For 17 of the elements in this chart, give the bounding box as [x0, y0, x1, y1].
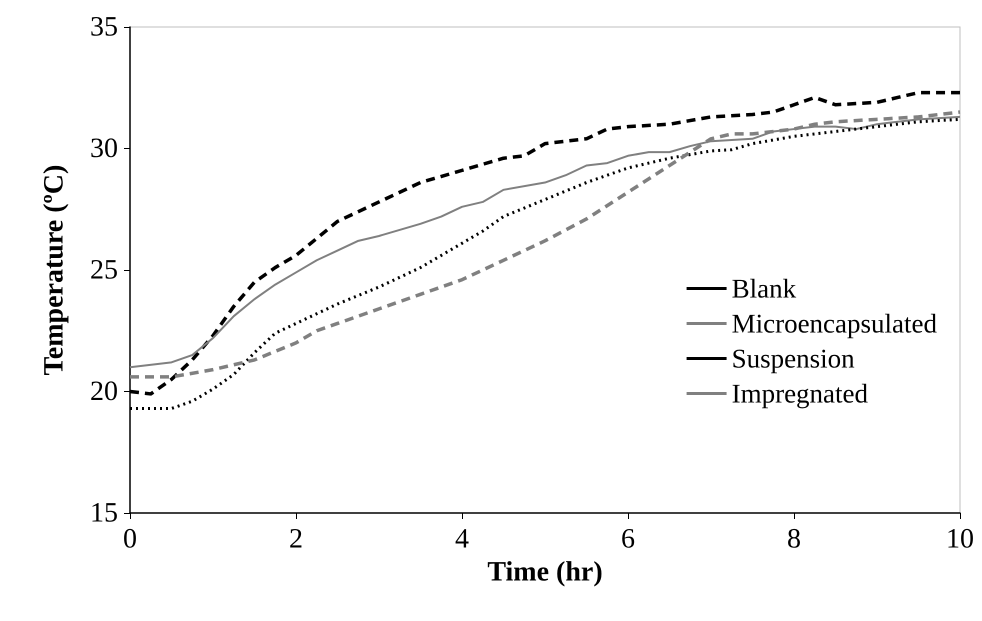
y-tick-label: 35 [90, 12, 118, 42]
y-tick-label: 20 [90, 376, 118, 407]
legend-label: Blank [732, 274, 797, 304]
x-tick-label: 2 [289, 524, 303, 554]
x-tick-label: 6 [621, 524, 635, 554]
y-tick-label: 30 [90, 133, 118, 164]
x-tick-label: 0 [123, 524, 137, 554]
x-tick-label: 10 [946, 524, 974, 554]
x-tick-label: 8 [787, 524, 801, 554]
legend-label: Microencapsulated [732, 308, 938, 338]
x-axis-title: Time (hr) [487, 556, 603, 588]
legend-label: Suspension [732, 344, 856, 374]
y-tick-label: 15 [90, 498, 118, 528]
legend-label: Impregnated [732, 378, 869, 408]
y-axis-title: Temperature (ºC) [38, 164, 70, 376]
y-tick-label: 25 [90, 254, 118, 286]
x-tick-label: 4 [455, 524, 469, 554]
